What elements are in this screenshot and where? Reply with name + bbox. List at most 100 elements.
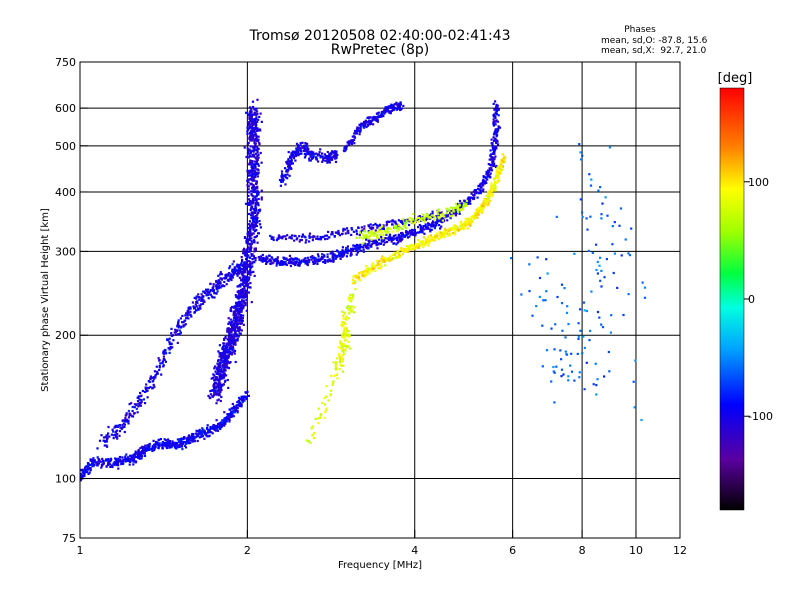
data-point bbox=[305, 439, 309, 442]
data-point bbox=[251, 265, 254, 268]
data-point bbox=[287, 262, 290, 265]
data-point bbox=[240, 303, 243, 306]
data-point bbox=[461, 207, 464, 210]
data-point bbox=[588, 339, 591, 342]
data-point bbox=[253, 167, 256, 170]
data-point bbox=[185, 317, 188, 320]
data-point bbox=[349, 248, 353, 251]
data-point bbox=[252, 217, 255, 220]
data-point bbox=[416, 245, 419, 248]
data-point bbox=[489, 154, 492, 157]
data-point bbox=[244, 251, 247, 254]
data-point bbox=[128, 463, 131, 466]
data-point bbox=[402, 247, 405, 250]
data-point bbox=[250, 205, 253, 208]
data-point bbox=[248, 220, 251, 223]
data-point bbox=[256, 185, 259, 188]
data-point bbox=[201, 435, 204, 438]
data-point bbox=[286, 234, 289, 237]
data-point bbox=[249, 261, 252, 264]
data-point bbox=[408, 235, 411, 238]
data-point bbox=[453, 210, 456, 213]
data-point bbox=[123, 430, 126, 434]
data-point bbox=[382, 243, 385, 246]
data-point bbox=[493, 177, 496, 180]
data-point bbox=[598, 316, 601, 319]
data-point bbox=[324, 410, 327, 414]
data-point bbox=[194, 303, 197, 306]
data-point bbox=[83, 473, 86, 476]
data-point bbox=[350, 227, 353, 230]
data-point bbox=[217, 371, 220, 374]
data-point bbox=[97, 462, 100, 465]
data-point bbox=[254, 111, 257, 114]
data-point bbox=[447, 208, 450, 211]
data-point bbox=[334, 364, 337, 367]
data-point bbox=[248, 199, 251, 203]
data-point bbox=[491, 163, 494, 166]
data-point bbox=[393, 237, 396, 240]
data-point bbox=[401, 222, 405, 226]
data-point bbox=[486, 172, 489, 175]
data-point bbox=[244, 279, 247, 282]
data-point bbox=[346, 345, 350, 348]
data-point bbox=[255, 180, 258, 183]
data-point bbox=[382, 224, 385, 227]
data-point bbox=[323, 397, 326, 400]
data-point bbox=[254, 204, 257, 207]
data-point bbox=[496, 170, 499, 173]
data-point bbox=[630, 227, 633, 230]
data-point bbox=[239, 291, 242, 294]
data-point bbox=[581, 211, 584, 214]
data-point bbox=[589, 184, 593, 187]
data-point bbox=[131, 415, 135, 418]
data-point bbox=[322, 235, 325, 238]
data-point bbox=[241, 317, 244, 320]
data-point bbox=[217, 388, 220, 391]
data-point bbox=[247, 194, 250, 197]
data-point bbox=[149, 385, 152, 389]
data-point bbox=[308, 240, 311, 243]
data-point bbox=[447, 234, 450, 238]
data-point bbox=[371, 264, 374, 267]
data-point bbox=[380, 258, 383, 261]
data-point bbox=[213, 374, 216, 377]
data-point bbox=[360, 246, 363, 249]
data-point bbox=[250, 222, 253, 225]
data-point bbox=[170, 332, 173, 335]
data-point bbox=[244, 275, 247, 278]
data-point bbox=[285, 170, 288, 173]
data-point bbox=[252, 239, 256, 242]
data-point bbox=[213, 425, 216, 428]
data-point bbox=[461, 203, 464, 206]
colorbar-label: [deg] bbox=[718, 71, 753, 86]
data-point bbox=[357, 277, 360, 281]
data-point bbox=[254, 174, 257, 177]
data-point bbox=[239, 398, 242, 401]
data-point bbox=[362, 243, 365, 246]
data-point bbox=[427, 235, 430, 238]
data-point bbox=[251, 253, 254, 256]
data-point bbox=[422, 213, 425, 216]
data-point bbox=[128, 454, 132, 457]
data-point bbox=[234, 269, 237, 272]
data-point bbox=[254, 229, 257, 232]
data-point bbox=[218, 377, 221, 380]
data-point bbox=[248, 116, 251, 119]
data-point bbox=[240, 310, 243, 313]
data-point bbox=[115, 463, 118, 467]
data-point bbox=[212, 394, 215, 397]
data-point bbox=[219, 282, 222, 285]
data-point bbox=[382, 112, 385, 115]
data-point bbox=[255, 182, 258, 185]
data-point bbox=[474, 216, 477, 219]
data-point bbox=[235, 301, 238, 304]
data-point bbox=[292, 155, 295, 158]
data-point bbox=[613, 221, 616, 224]
data-point bbox=[413, 230, 416, 234]
data-point bbox=[503, 155, 506, 158]
data-point bbox=[501, 165, 504, 168]
data-point bbox=[236, 269, 240, 272]
data-point bbox=[342, 342, 345, 345]
data-point bbox=[222, 354, 225, 357]
